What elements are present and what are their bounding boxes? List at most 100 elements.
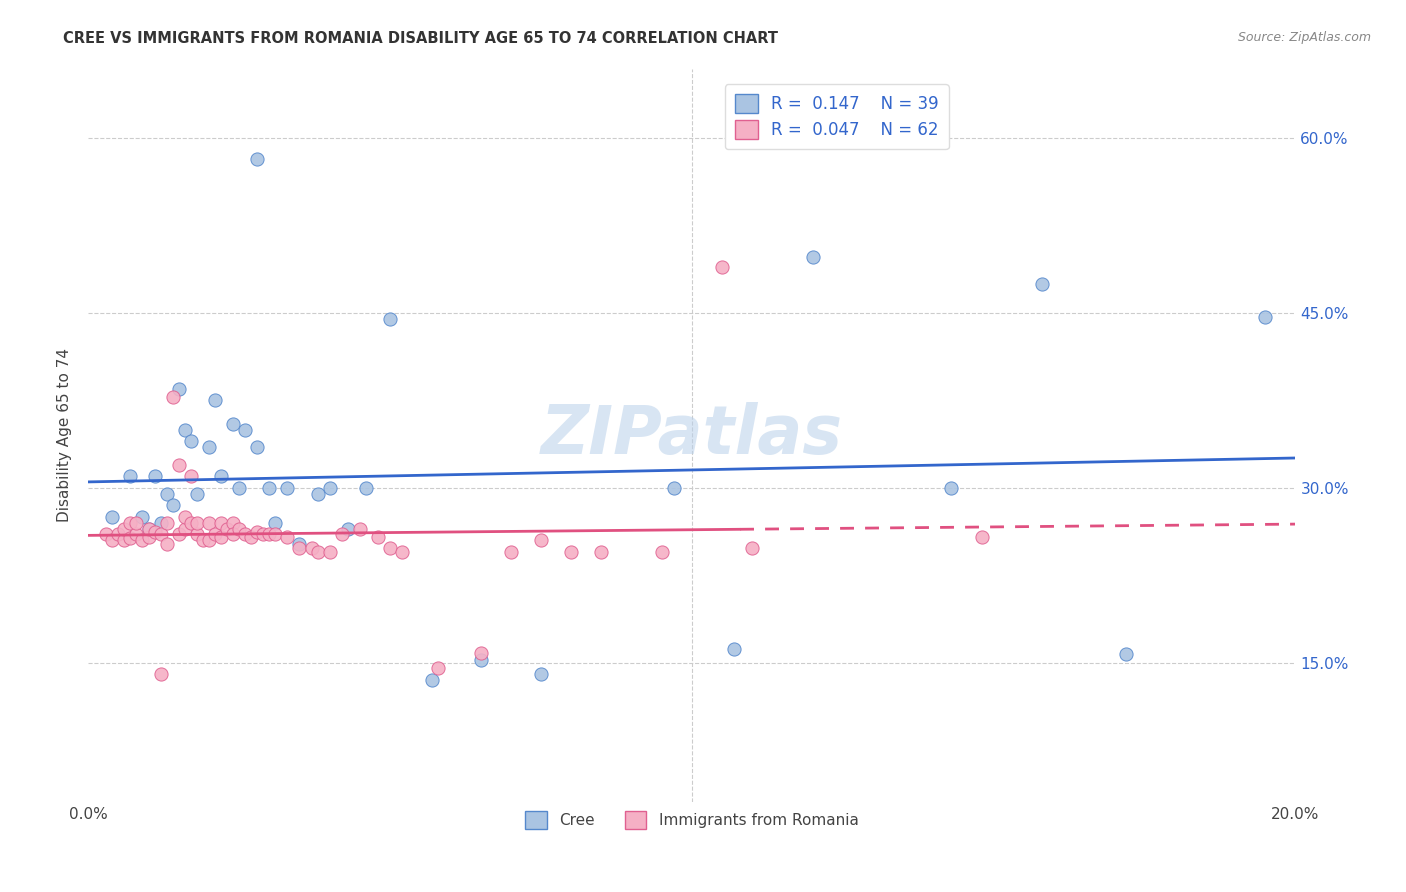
Point bbox=[420, 673, 443, 687]
Point bbox=[125, 516, 148, 530]
Point bbox=[96, 527, 118, 541]
Point bbox=[367, 530, 389, 544]
Point bbox=[173, 510, 195, 524]
Point bbox=[723, 641, 745, 656]
Point bbox=[138, 522, 160, 536]
Point bbox=[173, 423, 195, 437]
Point bbox=[354, 481, 377, 495]
Point bbox=[288, 537, 311, 551]
Point bbox=[107, 527, 129, 541]
Point bbox=[222, 516, 245, 530]
Point bbox=[257, 527, 280, 541]
Point bbox=[801, 250, 824, 264]
Point bbox=[191, 533, 214, 548]
Point bbox=[149, 667, 172, 681]
Point bbox=[131, 510, 153, 524]
Point bbox=[378, 541, 401, 556]
Point bbox=[470, 653, 492, 667]
Point bbox=[378, 312, 401, 326]
Point bbox=[186, 486, 208, 500]
Point bbox=[1254, 310, 1277, 324]
Point bbox=[246, 153, 269, 167]
Point bbox=[101, 510, 124, 524]
Point bbox=[138, 522, 160, 536]
Point bbox=[530, 533, 553, 548]
Text: ZIPatlas: ZIPatlas bbox=[541, 402, 842, 468]
Point bbox=[112, 522, 135, 536]
Point bbox=[167, 382, 190, 396]
Point bbox=[120, 516, 142, 530]
Point bbox=[1031, 277, 1053, 291]
Point bbox=[470, 646, 492, 660]
Point bbox=[246, 440, 269, 454]
Point bbox=[427, 661, 450, 675]
Point bbox=[711, 260, 734, 274]
Point bbox=[233, 527, 256, 541]
Point bbox=[264, 516, 287, 530]
Point bbox=[143, 524, 166, 539]
Point bbox=[1115, 648, 1137, 662]
Point bbox=[162, 390, 184, 404]
Point bbox=[246, 524, 269, 539]
Point bbox=[264, 527, 287, 541]
Point bbox=[591, 545, 613, 559]
Point bbox=[209, 530, 232, 544]
Point bbox=[180, 469, 202, 483]
Text: CREE VS IMMIGRANTS FROM ROMANIA DISABILITY AGE 65 TO 74 CORRELATION CHART: CREE VS IMMIGRANTS FROM ROMANIA DISABILI… bbox=[63, 31, 779, 46]
Text: Source: ZipAtlas.com: Source: ZipAtlas.com bbox=[1237, 31, 1371, 45]
Point bbox=[143, 469, 166, 483]
Point bbox=[186, 516, 208, 530]
Point bbox=[173, 522, 195, 536]
Point bbox=[167, 458, 190, 472]
Point bbox=[240, 530, 263, 544]
Point bbox=[662, 481, 685, 495]
Point bbox=[198, 533, 221, 548]
Point bbox=[180, 434, 202, 449]
Point bbox=[149, 527, 172, 541]
Point bbox=[228, 481, 250, 495]
Point bbox=[233, 423, 256, 437]
Point bbox=[131, 533, 153, 548]
Point bbox=[301, 541, 323, 556]
Point bbox=[156, 516, 179, 530]
Point bbox=[138, 530, 160, 544]
Point bbox=[741, 541, 763, 556]
Point bbox=[318, 545, 340, 559]
Point bbox=[198, 516, 221, 530]
Point bbox=[307, 486, 329, 500]
Point bbox=[330, 527, 353, 541]
Point bbox=[318, 481, 340, 495]
Point bbox=[215, 522, 238, 536]
Point bbox=[209, 469, 232, 483]
Point bbox=[198, 440, 221, 454]
Point bbox=[120, 469, 142, 483]
Point bbox=[252, 527, 274, 541]
Point bbox=[149, 516, 172, 530]
Point bbox=[307, 545, 329, 559]
Point bbox=[530, 667, 553, 681]
Point bbox=[180, 516, 202, 530]
Point bbox=[228, 522, 250, 536]
Point bbox=[257, 481, 280, 495]
Point bbox=[276, 530, 298, 544]
Point bbox=[222, 527, 245, 541]
Y-axis label: Disability Age 65 to 74: Disability Age 65 to 74 bbox=[58, 349, 72, 523]
Point bbox=[276, 481, 298, 495]
Point bbox=[112, 533, 135, 548]
Point bbox=[162, 498, 184, 512]
Point bbox=[186, 527, 208, 541]
Point bbox=[970, 530, 993, 544]
Point bbox=[209, 516, 232, 530]
Point bbox=[288, 541, 311, 556]
Point bbox=[941, 481, 963, 495]
Point bbox=[120, 531, 142, 545]
Point bbox=[156, 486, 179, 500]
Point bbox=[651, 545, 673, 559]
Point bbox=[167, 527, 190, 541]
Legend: Cree, Immigrants from Romania: Cree, Immigrants from Romania bbox=[519, 805, 865, 835]
Point bbox=[156, 537, 179, 551]
Point bbox=[101, 533, 124, 548]
Point bbox=[349, 522, 371, 536]
Point bbox=[204, 527, 226, 541]
Point bbox=[222, 417, 245, 431]
